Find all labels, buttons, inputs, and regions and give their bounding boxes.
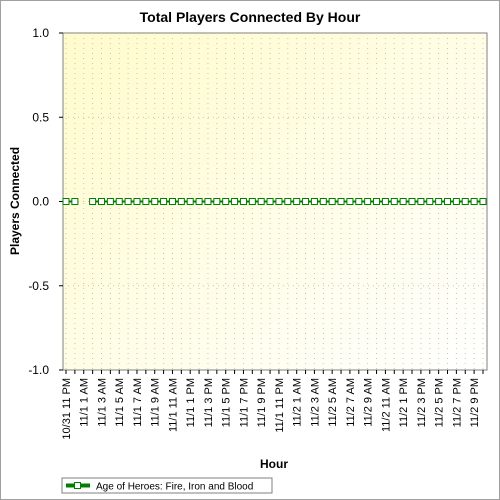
legend-box bbox=[61, 477, 273, 494]
data-point bbox=[364, 198, 372, 205]
data-point bbox=[390, 198, 398, 205]
data-point bbox=[133, 198, 141, 205]
x-tick-label: 11/2 1 PM bbox=[398, 378, 410, 427]
x-tick-label: 11/1 9 PM bbox=[256, 378, 268, 427]
data-point bbox=[284, 198, 292, 205]
data-point bbox=[168, 198, 176, 205]
x-tick-label: 11/1 7 PM bbox=[238, 378, 250, 427]
data-point bbox=[461, 198, 469, 205]
data-point bbox=[444, 198, 452, 205]
data-point bbox=[239, 198, 247, 205]
data-point bbox=[266, 198, 274, 205]
y-tick-label: 1.0 bbox=[32, 26, 49, 40]
data-point bbox=[213, 198, 221, 205]
data-point bbox=[115, 198, 123, 205]
data-point bbox=[328, 198, 336, 205]
y-tick-label: 0.0 bbox=[32, 195, 49, 209]
data-point bbox=[97, 198, 105, 205]
data-point bbox=[417, 198, 425, 205]
data-point bbox=[142, 198, 150, 205]
data-point bbox=[452, 198, 460, 205]
data-point bbox=[435, 198, 443, 205]
x-axis-title: Hour bbox=[260, 457, 288, 471]
data-point bbox=[160, 198, 168, 205]
data-point bbox=[381, 198, 389, 205]
data-point bbox=[310, 198, 318, 205]
data-point bbox=[257, 198, 265, 205]
x-tick-label: 11/1 11 AM bbox=[167, 378, 179, 432]
y-axis-title: Players Connected bbox=[8, 147, 22, 255]
data-point bbox=[275, 198, 283, 205]
data-point bbox=[346, 198, 354, 205]
data-point bbox=[426, 198, 434, 205]
data-point bbox=[89, 198, 97, 205]
x-tick-label: 10/31 11 PM bbox=[61, 378, 73, 440]
x-tick-label: 11/1 5 PM bbox=[221, 378, 233, 427]
data-point bbox=[408, 198, 416, 205]
x-tick-label: 11/2 9 PM bbox=[469, 378, 481, 427]
data-point bbox=[195, 198, 203, 205]
x-tick-label: 11/2 7 AM bbox=[345, 378, 357, 427]
data-point bbox=[124, 198, 132, 205]
legend-swatch-marker bbox=[74, 482, 81, 489]
x-tick-label: 11/2 3 PM bbox=[416, 378, 428, 427]
y-axis-ticks: 1.0 0.5 0.0 -0.5 -1.0 bbox=[28, 26, 63, 377]
y-tick-label: -0.5 bbox=[28, 279, 49, 293]
x-tick-label: 11/2 5 AM bbox=[327, 378, 339, 427]
grid-lines bbox=[63, 33, 487, 370]
x-tick-label: 11/2 9 AM bbox=[363, 378, 375, 427]
data-point bbox=[470, 198, 478, 205]
data-point bbox=[62, 198, 70, 205]
data-point bbox=[355, 198, 363, 205]
data-point bbox=[177, 198, 185, 205]
x-tick-label: 11/1 1 PM bbox=[185, 378, 197, 427]
data-point bbox=[293, 198, 301, 205]
x-tick-label: 11/1 3 AM bbox=[96, 378, 108, 427]
x-tick-label: 11/2 5 PM bbox=[434, 378, 446, 427]
data-point bbox=[373, 198, 381, 205]
legend-item-label: Age of Heroes: Fire, Iron and Blood bbox=[96, 482, 253, 493]
x-tick-label: 11/2 11 AM bbox=[380, 378, 392, 432]
y-tick-label: -1.0 bbox=[28, 363, 49, 377]
data-point bbox=[106, 198, 114, 205]
data-point bbox=[151, 198, 159, 205]
y-tick-label: 0.5 bbox=[32, 110, 49, 124]
x-tick-label: 11/2 3 AM bbox=[309, 378, 321, 427]
data-point bbox=[479, 198, 487, 205]
data-point bbox=[302, 198, 310, 205]
legend: Age of Heroes: Fire, Iron and Blood bbox=[61, 477, 273, 494]
x-tick-label: 11/1 7 AM bbox=[132, 378, 144, 427]
x-tick-label: 11/1 5 AM bbox=[114, 378, 126, 427]
x-tick-label: 11/2 7 PM bbox=[451, 378, 463, 427]
series-group bbox=[62, 198, 487, 205]
data-point bbox=[337, 198, 345, 205]
x-tick-label: 11/1 3 PM bbox=[203, 378, 215, 427]
data-point bbox=[399, 198, 407, 205]
data-point bbox=[204, 198, 212, 205]
data-point bbox=[231, 198, 239, 205]
x-tick-label: 11/1 1 AM bbox=[79, 378, 91, 427]
data-point bbox=[248, 198, 256, 205]
x-tick-label: 11/2 1 AM bbox=[292, 378, 304, 427]
x-axis-ticks: 10/31 11 PM 11/1 1 AM 11/1 3 AM 11/1 5 AM 11… bbox=[61, 370, 484, 440]
data-point bbox=[186, 198, 194, 205]
x-tick-label: 11/1 9 AM bbox=[150, 378, 162, 427]
x-tick-label: 11/1 11 PM bbox=[274, 378, 286, 433]
chart-title: Total Players Connected By Hour bbox=[140, 9, 361, 25]
data-point bbox=[222, 198, 230, 205]
data-point bbox=[319, 198, 327, 205]
data-point bbox=[71, 198, 79, 205]
